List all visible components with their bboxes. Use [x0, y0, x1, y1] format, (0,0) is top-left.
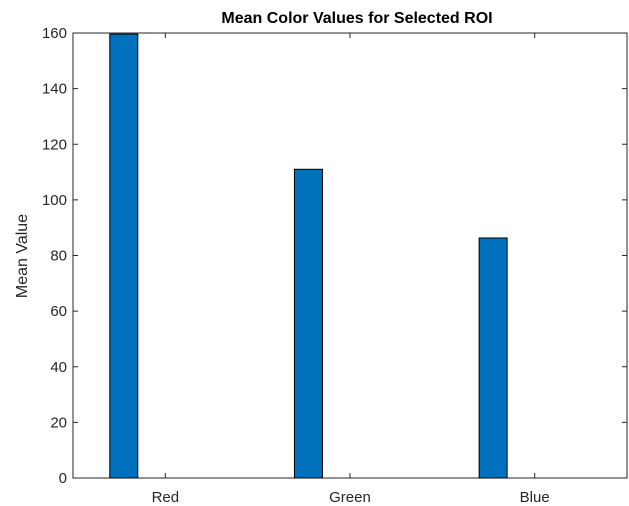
- x-tick-label: Red: [152, 489, 180, 506]
- plot-box: [72, 32, 628, 479]
- y-tick-label: 80: [50, 248, 67, 265]
- y-tick-label: 20: [50, 414, 67, 431]
- y-axis-title: Mean Value: [14, 214, 31, 298]
- y-tick-label: 160: [42, 25, 67, 42]
- y-tick-label: 40: [50, 359, 67, 376]
- y-tick-label: 120: [42, 136, 67, 153]
- y-tick-label: 100: [42, 192, 67, 209]
- plot-area: 0 20 40 60 80 100 120 140 160 Red Green Blue: [42, 25, 628, 506]
- bar: [478, 237, 508, 479]
- y-tick-label: 60: [50, 303, 67, 320]
- chart-title: Mean Color Values for Selected ROI: [221, 10, 492, 27]
- x-tick-label: Green: [329, 489, 371, 506]
- x-tick-label: Blue: [520, 489, 550, 506]
- y-tick-label: 140: [42, 81, 67, 98]
- bar: [293, 168, 323, 479]
- bar: [109, 33, 139, 479]
- y-tick-label: 0: [59, 470, 67, 487]
